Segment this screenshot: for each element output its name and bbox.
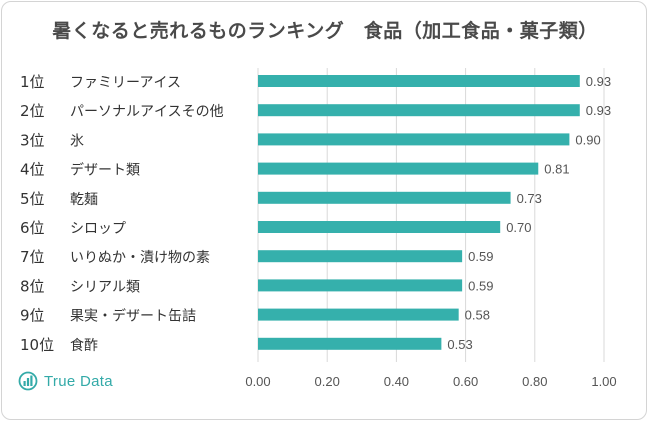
value-label: 0.58 [465, 308, 490, 323]
value-label: 0.73 [517, 191, 542, 206]
x-tick-label: 0.40 [384, 374, 409, 389]
category-rank-label: 1位 [20, 73, 45, 91]
value-label: 0.59 [468, 249, 493, 264]
category-name-label: 食酢 [70, 337, 98, 354]
category-rank-label: 2位 [20, 102, 45, 120]
category-name-label: いりぬか・漬け物の素 [70, 250, 210, 266]
bar [258, 279, 463, 292]
category-rank-label: 6位 [20, 219, 45, 237]
true-data-logo: True Data [18, 371, 113, 391]
category-rank-label: 5位 [20, 190, 45, 208]
logo-text: True Data [44, 372, 113, 390]
category-name-label: パーソナルアイスその他 [70, 104, 224, 120]
category-name-label: シリアル類 [70, 279, 140, 295]
bar [258, 191, 511, 204]
value-label: 0.90 [575, 132, 600, 147]
bar [258, 221, 501, 233]
value-label: 0.53 [447, 337, 472, 352]
logo-icon [18, 371, 38, 391]
bar [258, 162, 539, 175]
category-name-label: ファミリーアイス [70, 75, 181, 91]
x-tick-label: 0.00 [245, 374, 270, 389]
x-tick-label: 1.00 [591, 374, 616, 389]
bar [258, 308, 459, 321]
category-rank-label: 3位 [20, 131, 45, 149]
category-rank-label: 9位 [20, 307, 45, 325]
category-name-label: 氷 [70, 133, 84, 149]
category-name-label: 果実・デザート缶詰 [70, 308, 196, 325]
bar [258, 75, 580, 87]
category-name-label: デザート類 [70, 162, 140, 179]
x-tick-label: 0.20 [315, 374, 340, 389]
bar [258, 104, 580, 117]
chart-title: 暑くなると売れるものランキング 食品（加工食品・菓子類） [52, 20, 598, 42]
value-label: 0.93 [586, 103, 611, 118]
category-rank-label: 8位 [20, 277, 45, 295]
bar [258, 250, 463, 263]
bar [258, 337, 442, 350]
category-rank-label: 10位 [20, 336, 54, 354]
value-label: 0.81 [544, 162, 569, 177]
x-tick-label: 0.60 [453, 374, 478, 389]
x-tick-label: 0.80 [522, 374, 547, 389]
value-label: 0.70 [506, 220, 531, 235]
category-rank-label: 4位 [20, 161, 45, 179]
value-label: 0.93 [586, 74, 611, 89]
category-name-label: 乾麺 [70, 192, 98, 208]
category-name-label: シロップ [70, 221, 126, 237]
bar [258, 133, 570, 146]
value-label: 0.59 [468, 278, 493, 293]
category-rank-label: 7位 [20, 248, 45, 266]
